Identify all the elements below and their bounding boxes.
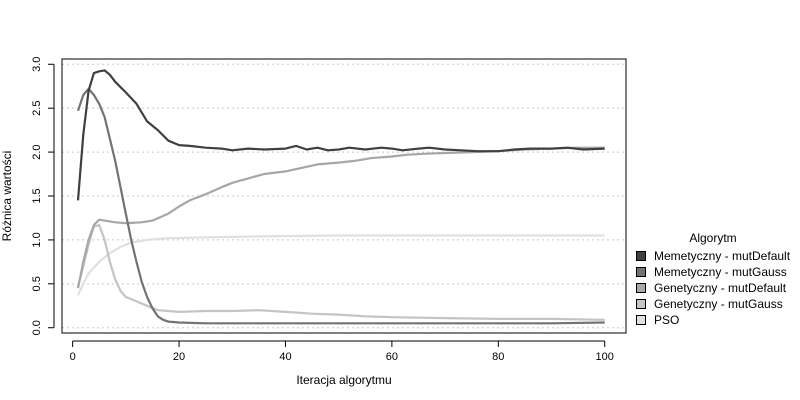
y-tick-label: 2.0 xyxy=(31,144,43,159)
legend-label: Genetyczny - mutDefault xyxy=(654,281,787,295)
x-tick-label: 100 xyxy=(596,351,614,363)
axes: 0 20 40 60 80 100 0.0 0.5 1.0 1.5 2.0 2.5 3.0 xyxy=(31,57,614,363)
x-tick-label: 20 xyxy=(173,351,185,363)
plot-border xyxy=(61,58,627,334)
legend-swatch xyxy=(636,267,646,277)
x-tick-label: 80 xyxy=(492,351,504,363)
y-tick-label: 0.5 xyxy=(31,276,43,291)
series-lines xyxy=(76,69,605,325)
legend-swatch xyxy=(636,299,646,309)
y-tick-label: 1.5 xyxy=(31,188,43,203)
series-line-genetyczny-mutdefault xyxy=(76,146,605,289)
grid-lines xyxy=(62,63,626,329)
legend-label: Genetyczny - mutGauss xyxy=(654,297,783,311)
y-tick-label: 2.5 xyxy=(31,101,43,116)
legend-label: Memetyczny - mutGauss xyxy=(654,265,787,279)
series-line-pso xyxy=(77,234,605,296)
legend-label: PSO xyxy=(654,313,679,327)
series-line-genetyczny-mutgauss xyxy=(76,223,605,321)
legend-label: Memetyczny - mutDefault xyxy=(654,249,791,263)
y-tick-label: 3.0 xyxy=(31,57,43,72)
x-axis-title: Iteracja algorytmu xyxy=(296,373,391,387)
y-axis-title: Różnica wartości xyxy=(0,151,14,242)
series-line-memetyczny-mutdefault xyxy=(76,69,605,201)
series-line-memetyczny-mutgauss xyxy=(76,87,605,325)
legend-swatch xyxy=(636,283,646,293)
x-tick-label: 0 xyxy=(70,351,76,363)
y-tick-label: 0.0 xyxy=(31,320,43,335)
legend-swatch xyxy=(636,251,646,261)
x-tick-label: 40 xyxy=(279,351,291,363)
legend-title: Algorytm xyxy=(689,231,736,245)
legend: Algorytm Memetyczny - mutDefault Memetycz… xyxy=(636,231,791,327)
legend-swatch xyxy=(636,315,646,325)
y-tick-label: 1.0 xyxy=(31,232,43,247)
x-tick-label: 60 xyxy=(386,351,398,363)
